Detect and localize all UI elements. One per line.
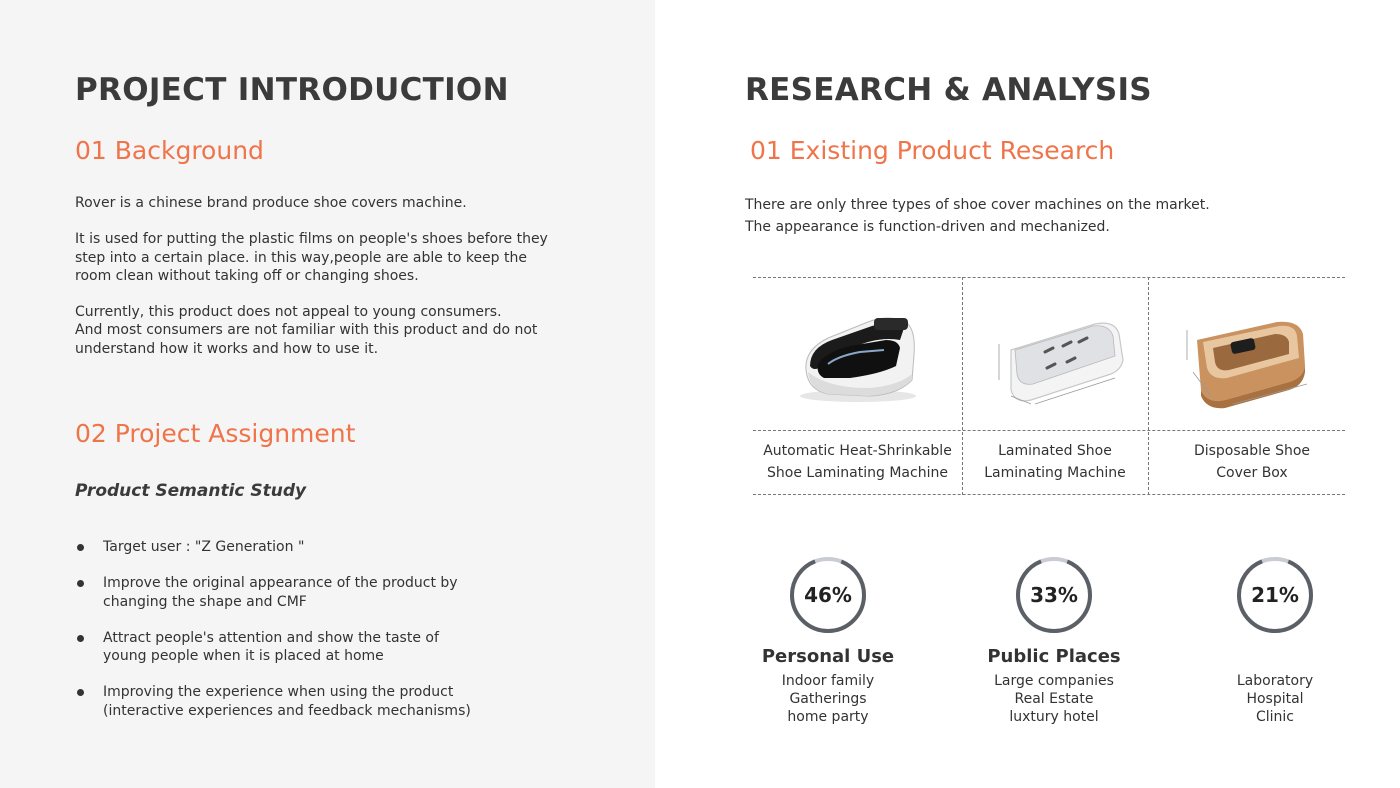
product-label: Laminated Shoe Laminating Machine <box>962 440 1148 484</box>
project-assignment-heading: 02 Project Assignment <box>75 419 356 448</box>
stat-laboratory: 21% Laboratory Hospital Clinic <box>1175 556 1375 726</box>
stat-details: Large companies Real Estate luxtury hote… <box>954 672 1154 726</box>
stat-personal-use: 46% Personal Use Indoor family Gathering… <box>728 556 928 726</box>
bullet-dot-icon <box>77 580 84 588</box>
background-line: It is used for putting the plastic films… <box>75 231 548 248</box>
background-text: Rover is a chinese brand produce shoe co… <box>75 194 548 376</box>
stat-percentage: 33% <box>1030 583 1078 607</box>
ring-graphic <box>1237 557 1313 633</box>
stat-detail-line: Large companies <box>994 673 1114 689</box>
grid-divider <box>962 277 963 495</box>
product-semantic-study-subtitle: Product Semantic Study <box>75 481 307 501</box>
background-line: step into a certain place. in this way,p… <box>75 249 527 266</box>
assignment-bullet-list: Target user : "Z Generation " Improve the… <box>75 538 471 738</box>
bullet-line: Improve the original appearance of the p… <box>103 575 458 592</box>
product-label: Disposable Shoe Cover Box <box>1148 440 1356 484</box>
product-label-line: Disposable Shoe <box>1193 443 1311 459</box>
product-label-line: Shoe Laminating Machine <box>767 465 948 481</box>
stat-detail-line: Laboratory <box>1236 673 1314 689</box>
stat-title: Public Places <box>987 646 1121 667</box>
bullet-dot-icon <box>77 634 84 642</box>
stat-detail-line: Hospital <box>1246 691 1304 707</box>
assignment-bullet: Improving the experience when using the … <box>75 683 471 720</box>
product-label-line: Automatic Heat-Shrinkable <box>763 443 952 459</box>
stat-detail-line: luxtury hotel <box>1009 709 1099 725</box>
grid-divider <box>753 277 1345 278</box>
product-label: Automatic Heat-Shrinkable Shoe Laminatin… <box>753 440 962 484</box>
percentage-ring: 46% <box>789 556 867 634</box>
stat-public-places: 33% Public Places Large companies Real E… <box>954 556 1154 726</box>
stat-details: Laboratory Hospital Clinic <box>1175 672 1375 726</box>
stat-title <box>1175 646 1375 670</box>
gold-cover-box-image <box>1148 285 1345 425</box>
grid-divider <box>1148 277 1149 495</box>
product-comparison-grid: Automatic Heat-Shrinkable Shoe Laminatin… <box>753 277 1345 495</box>
product-label-line: Laminating Machine <box>984 465 1126 481</box>
ring-graphic <box>790 557 866 633</box>
background-line: Rover is a chinese brand produce shoe co… <box>75 195 467 211</box>
product-label-line: Cover Box <box>1216 465 1288 481</box>
background-heading: 01 Background <box>75 136 264 165</box>
stat-detail-line: home party <box>787 709 869 725</box>
stat-percentage: 46% <box>804 583 852 607</box>
bullet-dot-icon <box>77 689 84 697</box>
assignment-bullet: Target user : "Z Generation " <box>75 538 471 556</box>
background-line: Currently, this product does not appeal … <box>75 304 502 321</box>
bullet-line: young people when it is placed at home <box>103 648 384 665</box>
background-line: And most consumers are not familiar with… <box>75 322 538 339</box>
existing-product-research-heading: 01 Existing Product Research <box>750 136 1115 165</box>
grid-divider <box>753 430 1345 431</box>
background-line: room clean without taking off or changin… <box>75 267 419 284</box>
background-paragraph: Rover is a chinese brand produce shoe co… <box>75 194 548 212</box>
background-paragraph: Currently, this product does not appeal … <box>75 303 548 358</box>
bullet-line: changing the shape and CMF <box>103 593 307 610</box>
black-shoe-cover-machine-image <box>753 285 962 425</box>
stat-detail-line: Indoor family <box>781 673 875 689</box>
background-line: understand how it works and how to use i… <box>75 340 379 357</box>
white-laminating-machine-image <box>962 285 1148 425</box>
percentage-ring: 21% <box>1236 556 1314 634</box>
stat-detail-line: Real Estate <box>1014 691 1094 707</box>
bullet-line: Attract people's attention and show the … <box>103 629 439 646</box>
percentage-ring: 33% <box>1015 556 1093 634</box>
left-panel <box>0 0 655 788</box>
bullet-line: Improving the experience when using the … <box>103 684 454 701</box>
stat-detail-line: Clinic <box>1255 709 1294 725</box>
research-analysis-title: RESEARCH & ANALYSIS <box>745 72 1152 108</box>
bullet-line: Target user : "Z Generation " <box>103 539 305 555</box>
stat-title: Personal Use <box>761 646 895 667</box>
product-label-line: Laminated Shoe <box>998 443 1112 459</box>
assignment-bullet: Improve the original appearance of the p… <box>75 574 471 611</box>
bullet-line: (interactive experiences and feedback me… <box>103 702 471 719</box>
stat-detail-line: Gatherings <box>789 691 867 707</box>
bullet-dot-icon <box>77 544 84 551</box>
research-intro-line: There are only three types of shoe cover… <box>745 197 1210 213</box>
research-intro-line: The appearance is function-driven and me… <box>745 219 1110 235</box>
background-paragraph: It is used for putting the plastic films… <box>75 230 548 285</box>
stat-percentage: 21% <box>1251 583 1299 607</box>
stat-details: Indoor family Gatherings home party <box>728 672 928 726</box>
grid-divider <box>753 494 1345 495</box>
ring-graphic <box>1016 557 1092 633</box>
research-intro-text: There are only three types of shoe cover… <box>745 194 1210 238</box>
assignment-bullet: Attract people's attention and show the … <box>75 629 471 666</box>
project-introduction-title: PROJECT INTRODUCTION <box>75 72 509 108</box>
